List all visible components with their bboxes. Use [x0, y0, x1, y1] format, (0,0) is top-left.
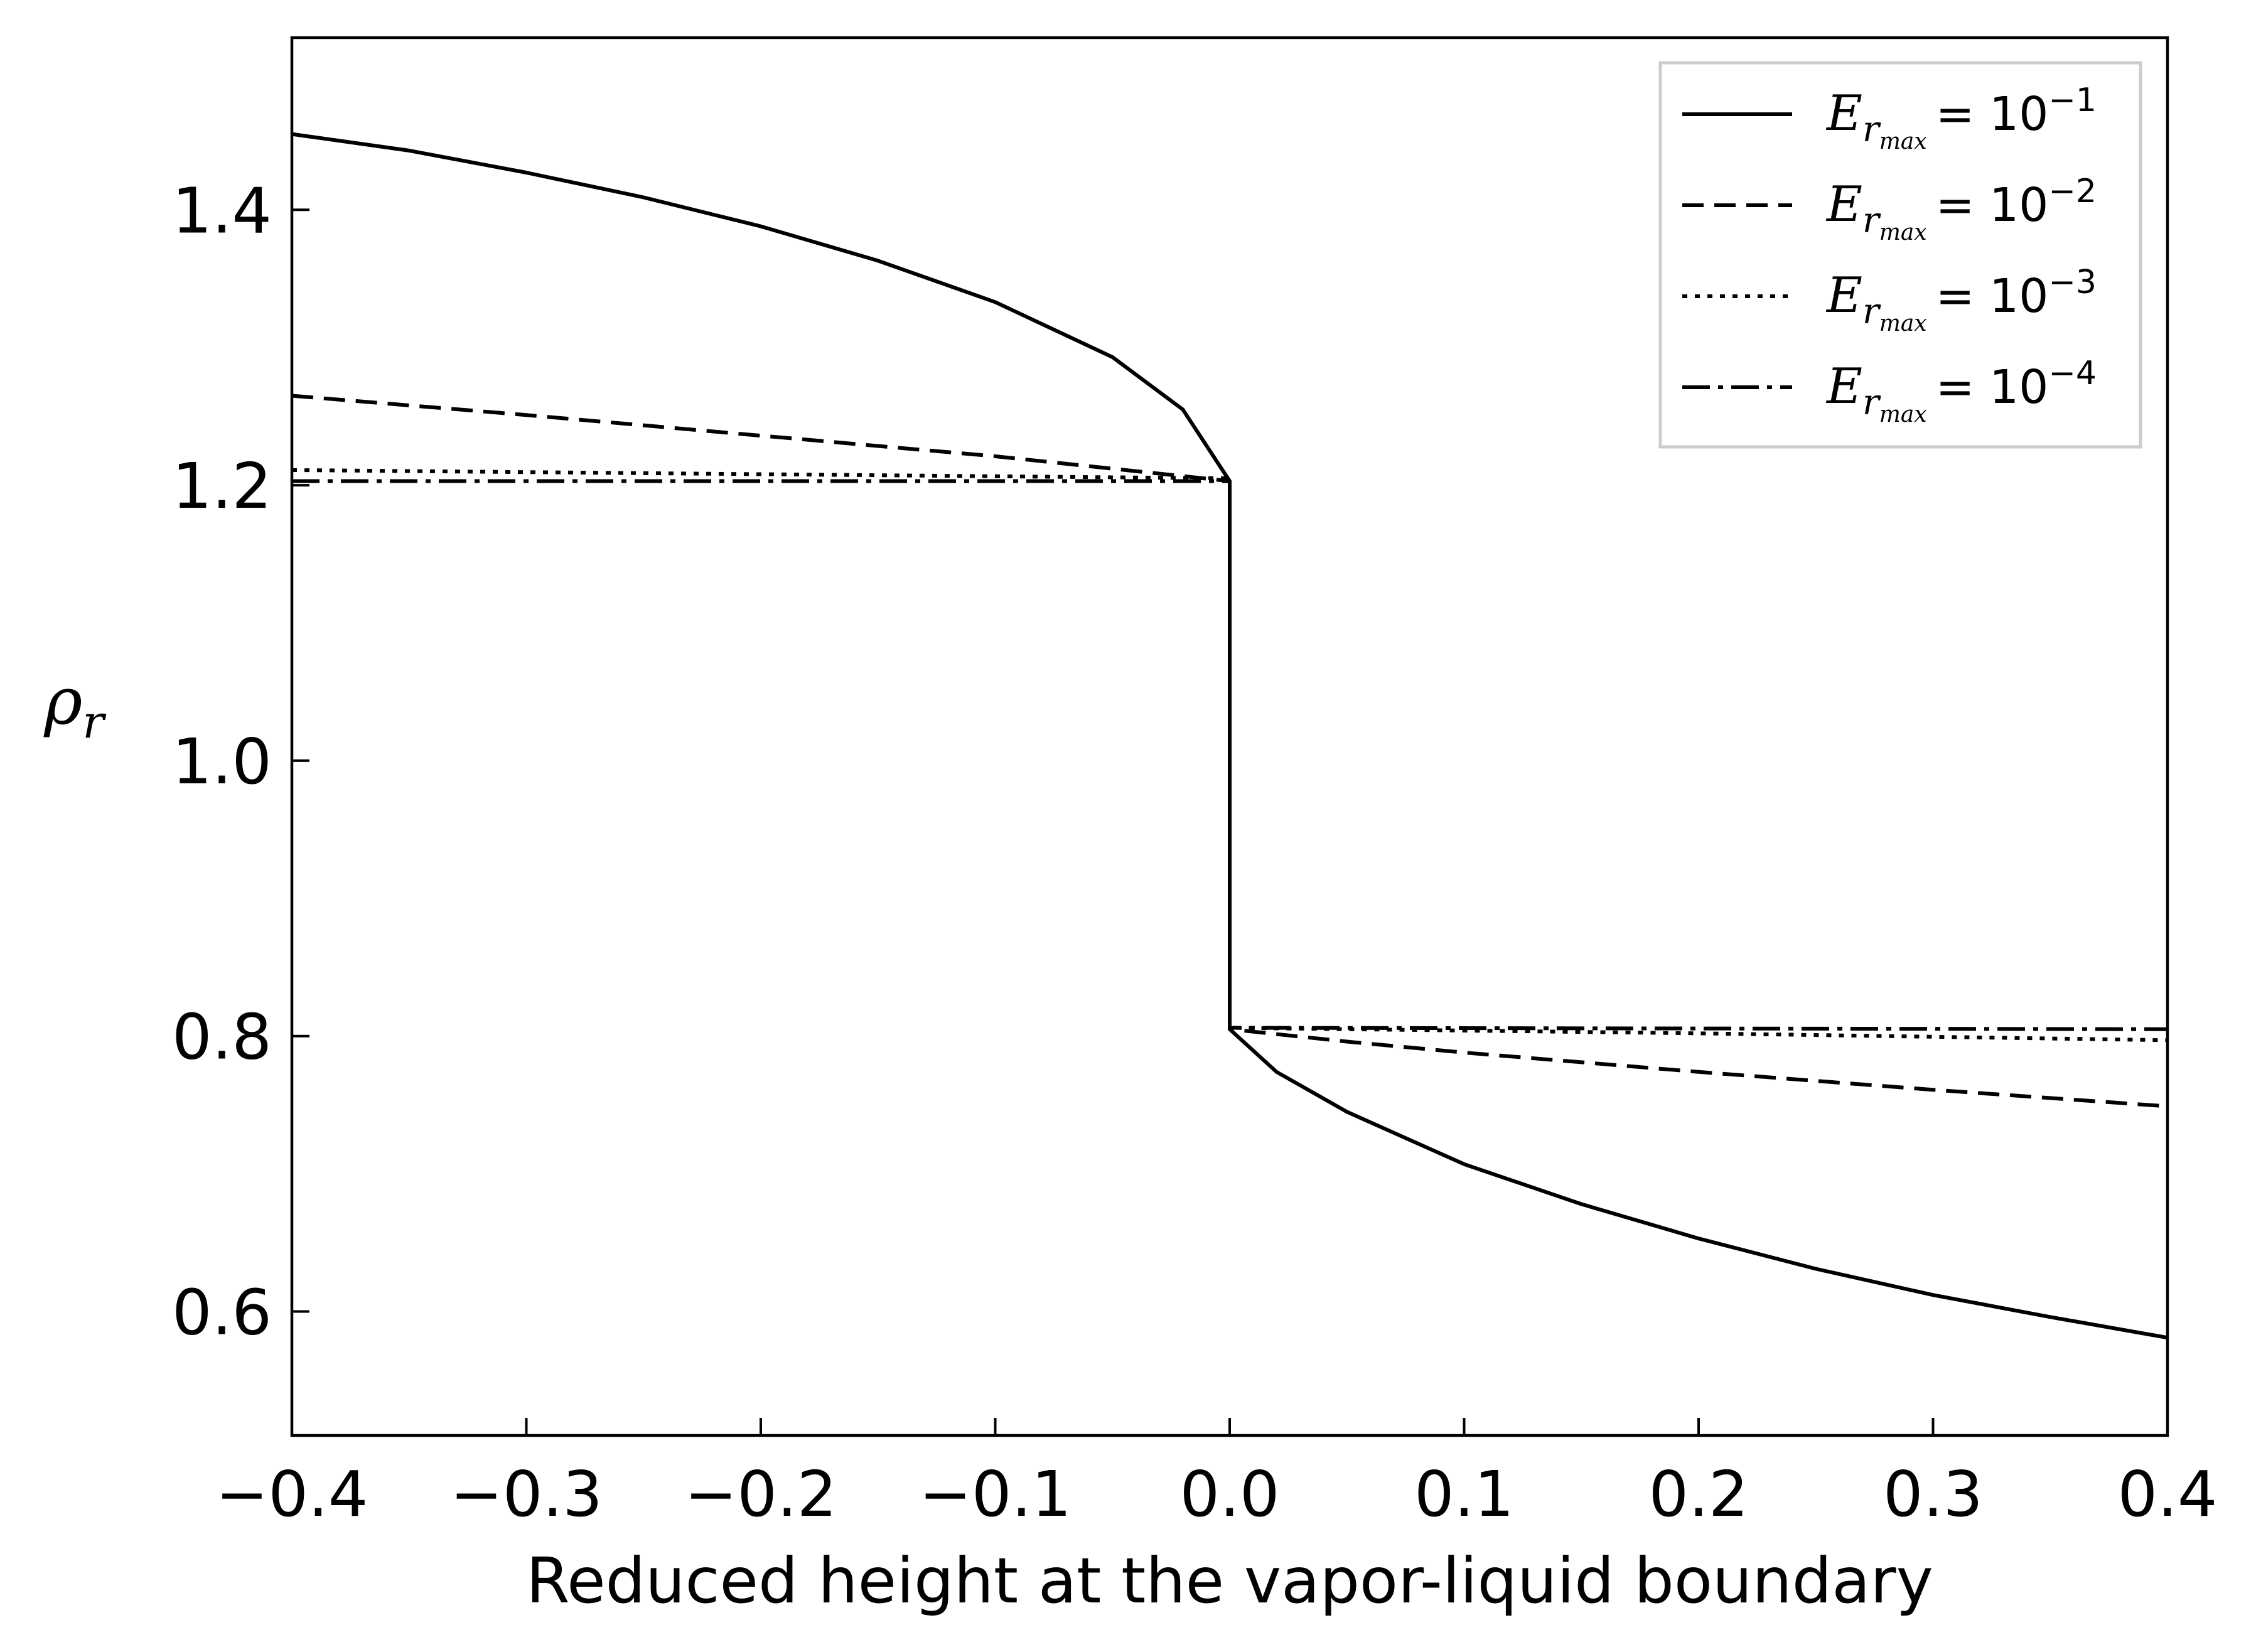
- x-tick-label: 0.1: [1414, 1457, 1514, 1531]
- series-line-3: [291, 468, 2168, 1043]
- y-tick-label: 1.0: [172, 725, 272, 798]
- y-tick-label: 1.4: [172, 174, 272, 247]
- legend-box: [1658, 61, 2142, 449]
- legend-label-2: Ermax= 10−2: [1825, 173, 2097, 245]
- series-line-2: [291, 394, 2168, 1108]
- x-tick-label: −0.1: [919, 1457, 1072, 1531]
- legend-label-1: Ermax= 10−1: [1825, 82, 2097, 154]
- y-tick-label: 1.2: [172, 449, 272, 523]
- x-tick-label: 0.4: [2117, 1457, 2217, 1531]
- x-tick-label: 0.0: [1179, 1457, 1279, 1531]
- legend: Ermax= 10−1 Ermax= 10−2 Ermax= 10−3 Ermax= …: [1658, 61, 2142, 449]
- x-axis-label: Reduced height at the vapor-liquid bound…: [526, 1544, 1933, 1617]
- series-layer: [291, 132, 2168, 1340]
- y-tick-label: 0.6: [172, 1276, 272, 1349]
- x-tick-label: −0.3: [450, 1457, 603, 1531]
- y-tick-label: 0.8: [172, 1000, 272, 1074]
- x-tick-label: −0.2: [685, 1457, 837, 1531]
- series-line-4: [292, 479, 2168, 1031]
- tick-layer: −0.4 −0.3 −0.2 −0.1 0.0 0.1 0.2 0.3 0.4 0.6 0.8 1.0…: [172, 174, 2218, 1531]
- x-tick-label: 0.3: [1883, 1457, 1983, 1531]
- y-axis-label: ρr: [43, 663, 106, 748]
- x-tick-label: 0.2: [1648, 1457, 1748, 1531]
- legend-label-3: Ermax= 10−3: [1825, 264, 2097, 336]
- legend-label-4: Ermax= 10−4: [1825, 355, 2097, 427]
- x-tick-label: −0.4: [216, 1457, 368, 1531]
